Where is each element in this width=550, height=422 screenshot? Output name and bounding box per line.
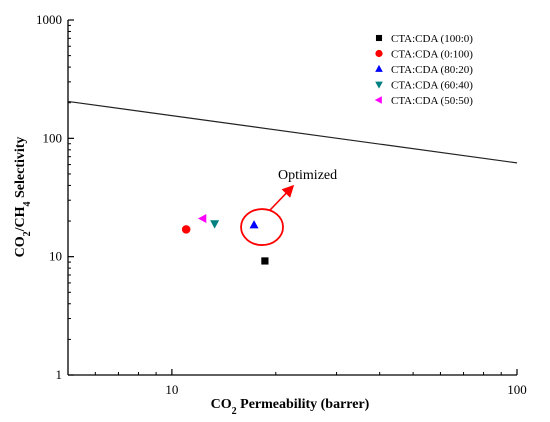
data-points [181, 214, 269, 265]
ticks: 1 10 100 1000 10 100 [36, 12, 527, 397]
y-axis-label: CO2/CH4 Selectivity [13, 137, 33, 258]
data-point [197, 214, 207, 224]
optimized-ellipse [240, 208, 284, 246]
y-tick-label: 1 [56, 367, 63, 382]
legend-marker [375, 64, 383, 72]
data-point [210, 220, 220, 229]
annotation-arrow [269, 184, 295, 211]
legend-marker [374, 96, 382, 104]
legend: CTA:CDA (100:0) CTA:CDA (0:100) CTA:CDA (8… [374, 33, 473, 107]
legend-label: CTA:CDA (50:50) [391, 95, 473, 107]
data-point [181, 225, 191, 234]
annotation-group: Optimized [240, 168, 337, 246]
annotation-label: Optimized [278, 168, 337, 183]
legend-label: CTA:CDA (60:40) [391, 80, 473, 92]
data-point [261, 257, 269, 265]
legend-label: CTA:CDA (80:20) [391, 64, 473, 76]
x-tick-label: 100 [507, 382, 527, 397]
x-tick-label: 10 [165, 382, 178, 397]
legend-label: CTA:CDA (0:100) [391, 49, 473, 61]
x-axis-label: CO2 Permeability (barrer) [211, 397, 370, 417]
legend-label: CTA:CDA (100:0) [391, 33, 473, 45]
y-tick-label: 10 [49, 249, 62, 264]
upper-bound-line-group [67, 100, 518, 164]
axes [67, 20, 517, 376]
legend-marker [375, 81, 383, 89]
legend-marker [375, 34, 383, 42]
upper-bound-line [67, 100, 518, 164]
y-tick-label: 1000 [36, 12, 62, 27]
legend-marker [375, 49, 383, 58]
data-point [249, 220, 259, 229]
y-tick-label: 100 [43, 130, 63, 145]
